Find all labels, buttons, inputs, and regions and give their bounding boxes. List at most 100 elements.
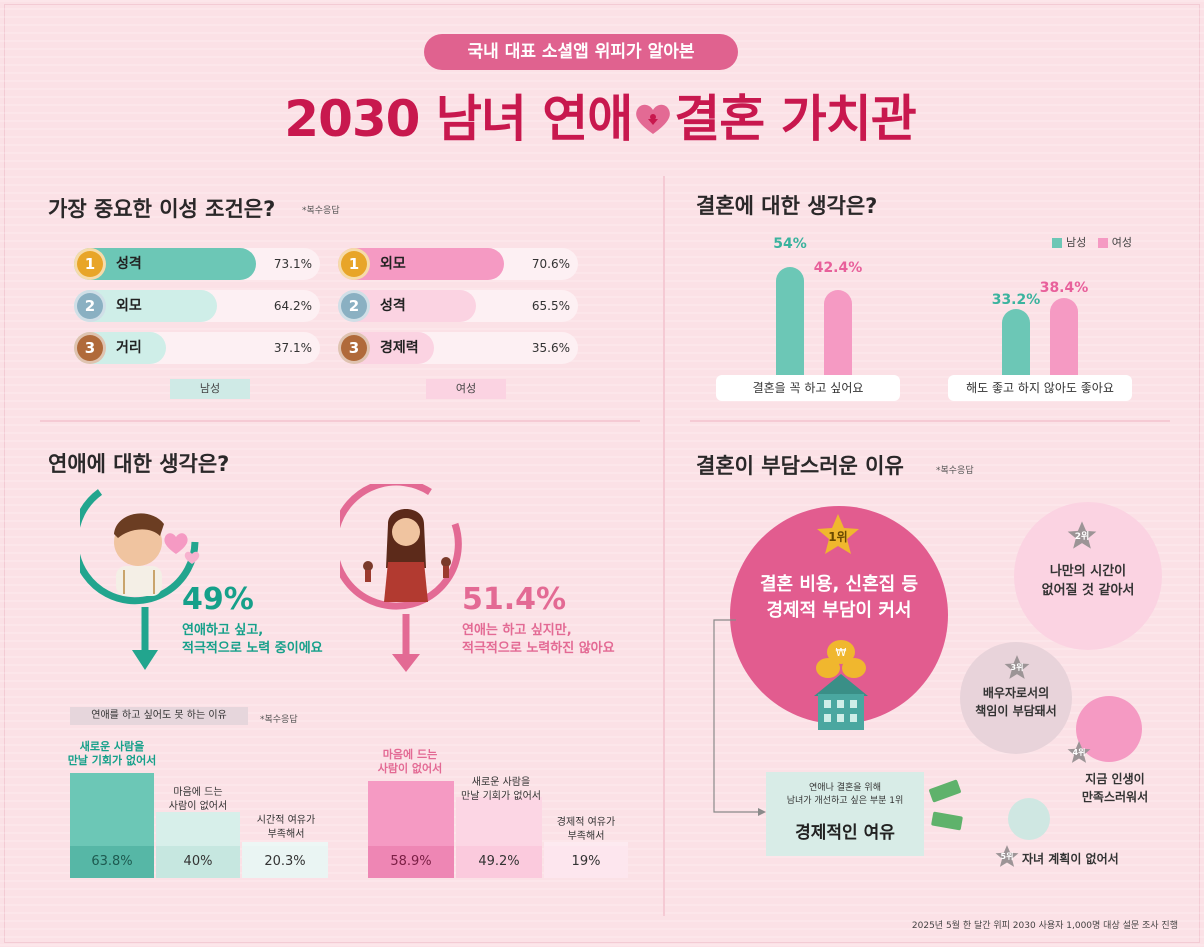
silver-medal-icon: 2 — [338, 290, 370, 322]
rank-pct: 73.1% — [273, 257, 312, 271]
legend-female-swatch — [1097, 238, 1108, 248]
burden-note: *복수응답 — [936, 466, 974, 476]
rank-label: 외모 — [380, 256, 406, 272]
star-icon — [817, 514, 859, 554]
header-pill: 국내 대표 소셜앱 위피가 알아본 — [424, 34, 738, 70]
title-left: 2030 남녀 연애 — [284, 90, 633, 148]
rank3-text: 배우자로서의 책임이 부담돼서 — [975, 686, 1057, 718]
heart-icon — [636, 104, 671, 134]
rank-label: 성격 — [116, 256, 142, 272]
star-icon — [1067, 741, 1091, 763]
rank-row: 3 거리 37.1% — [74, 332, 320, 364]
star-icon — [1004, 655, 1030, 679]
reason-pct: 20.3% — [242, 846, 328, 878]
main-title: 2030 남녀 연애 결혼 가치관 — [200, 84, 1000, 154]
reason-label: 시간적 여유가 부족해서 — [256, 815, 316, 840]
improve-caption: 연애나 결혼을 위해 남녀가 개선하고 싶은 부분 1위 — [786, 783, 904, 806]
rank-pct: 65.5% — [531, 299, 570, 313]
reason-bar: 40% — [156, 812, 240, 878]
bar-value: 33.2% — [991, 292, 1041, 308]
infographic-frame — [4, 4, 1200, 943]
bar-male — [1002, 308, 1030, 375]
reason-pct: 63.8% — [70, 845, 154, 878]
rank-pct: 37.1% — [273, 341, 312, 355]
male-dating-line1: 연애하고 싶고, — [182, 623, 264, 638]
rank-row: 2 외모 64.2% — [74, 290, 320, 322]
female-dating-pct: 51.4% — [462, 582, 567, 617]
divider — [40, 420, 640, 422]
reason-label: 새로운 사람을 만날 기회가 없어서 — [461, 777, 541, 802]
bar-value: 38.4% — [1039, 280, 1089, 296]
reason-pct: 58.9% — [368, 845, 454, 878]
rank-pct: 64.2% — [273, 299, 312, 313]
rank-label: 경제력 — [380, 340, 419, 356]
connector-arrow — [713, 619, 766, 816]
legend-female-label: 여성 — [1111, 236, 1132, 249]
bronze-medal-icon: 3 — [338, 332, 370, 364]
rank4-badge: 4위 — [1072, 748, 1086, 757]
cash-icon — [929, 779, 963, 831]
male-dating-pct: 49% — [182, 582, 254, 617]
rank-row: 2 성격 65.5% — [338, 290, 578, 322]
footer-note: 2025년 5월 한 달간 위피 2030 사용자 1,000명 대상 설문 조… — [911, 921, 1178, 931]
male-dating-line2: 적극적으로 노력 중이에요 — [182, 641, 323, 656]
reason-label: 마음에 드는 사람이 없어서 — [377, 748, 443, 775]
female-tag: 여성 — [426, 379, 506, 399]
reason-pct: 49.2% — [456, 845, 542, 878]
bar-female — [1050, 298, 1078, 375]
reason-label: 마음에 드는 사람이 없어서 — [168, 787, 228, 812]
reason-bar: 49.2% — [456, 796, 542, 878]
rank5-badge: 5위 — [1000, 852, 1014, 861]
rank2-badge: 2위 — [1074, 532, 1090, 542]
bar-male — [776, 267, 804, 375]
rank-label: 성격 — [380, 298, 406, 314]
bar-female — [824, 290, 852, 375]
dating-title: 연애에 대한 생각은? — [48, 452, 230, 476]
bar-value: 42.4% — [813, 260, 863, 276]
divider — [663, 176, 665, 916]
silver-medal-icon: 2 — [74, 290, 106, 322]
reason-note: *복수응답 — [260, 715, 298, 725]
rank-row: 3 경제력 35.6% — [338, 332, 578, 364]
gold-medal-icon: 1 — [338, 248, 370, 280]
star-icon — [1067, 521, 1097, 549]
title-right: 결혼 가치관 — [674, 90, 916, 148]
rank-row: 1 성격 73.1% — [74, 248, 320, 280]
improve-box: 연애나 결혼을 위해 남녀가 개선하고 싶은 부분 1위 경제적인 여유 — [766, 772, 924, 856]
rank4-text: 지금 인생이 만족스러워서 — [1081, 772, 1149, 804]
female-symbol-icon — [340, 484, 462, 672]
divider — [690, 420, 1170, 422]
reason-tag: 연애를 하고 싶어도 못 하는 이유 — [70, 707, 248, 725]
reason-bar: 63.8% — [70, 772, 154, 878]
rank-label: 거리 — [116, 340, 142, 356]
reason-bar: 20.3% — [242, 842, 328, 878]
rank2-bubble — [1014, 502, 1162, 650]
star-icon — [995, 845, 1019, 867]
rank2-text: 나만의 시간이 없어질 것 같아서 — [1041, 564, 1135, 598]
legend-male-label: 남성 — [1066, 236, 1087, 249]
rank-row: 1 외모 70.6% — [338, 248, 578, 280]
svg-text:₩: ₩ — [836, 646, 847, 659]
female-dating-line2: 적극적으로 노력하진 않아요 — [462, 641, 615, 656]
rank1-text: 결혼 비용, 신혼집 등 경제적 부담이 커서 — [759, 574, 919, 621]
ideal-title: 가장 중요한 이성 조건은? — [48, 197, 276, 221]
female-dating-line1: 연애는 하고 싶지만, — [462, 623, 572, 638]
rank-pct: 35.6% — [531, 341, 570, 355]
legend-male-swatch — [1052, 238, 1062, 248]
rank5-bubble — [1008, 798, 1050, 840]
rank3-badge: 3위 — [1010, 663, 1024, 672]
bar-value: 54% — [773, 236, 807, 252]
male-symbol-icon — [80, 489, 199, 670]
improve-main: 경제적인 여유 — [795, 823, 895, 843]
female-ranking: 1 외모 70.6% 2 성격 65.5% 3 경제력 35.6% — [338, 248, 578, 368]
gold-medal-icon: 1 — [74, 248, 106, 280]
rank-label: 외모 — [116, 298, 142, 314]
money-house-icon: ₩ — [814, 640, 868, 730]
rank5-text: 자녀 계획이 없어서 — [1022, 852, 1119, 866]
reason-label: 경제적 여유가 부족해서 — [556, 817, 616, 842]
ideal-note: *복수응답 — [302, 206, 340, 216]
marriage-title: 결혼에 대한 생각은? — [696, 194, 878, 218]
group-label: 해도 좋고 하지 않아도 좋아요 — [948, 375, 1132, 401]
legend: 남성 여성 — [1052, 234, 1132, 250]
hearts-icon — [164, 533, 200, 564]
